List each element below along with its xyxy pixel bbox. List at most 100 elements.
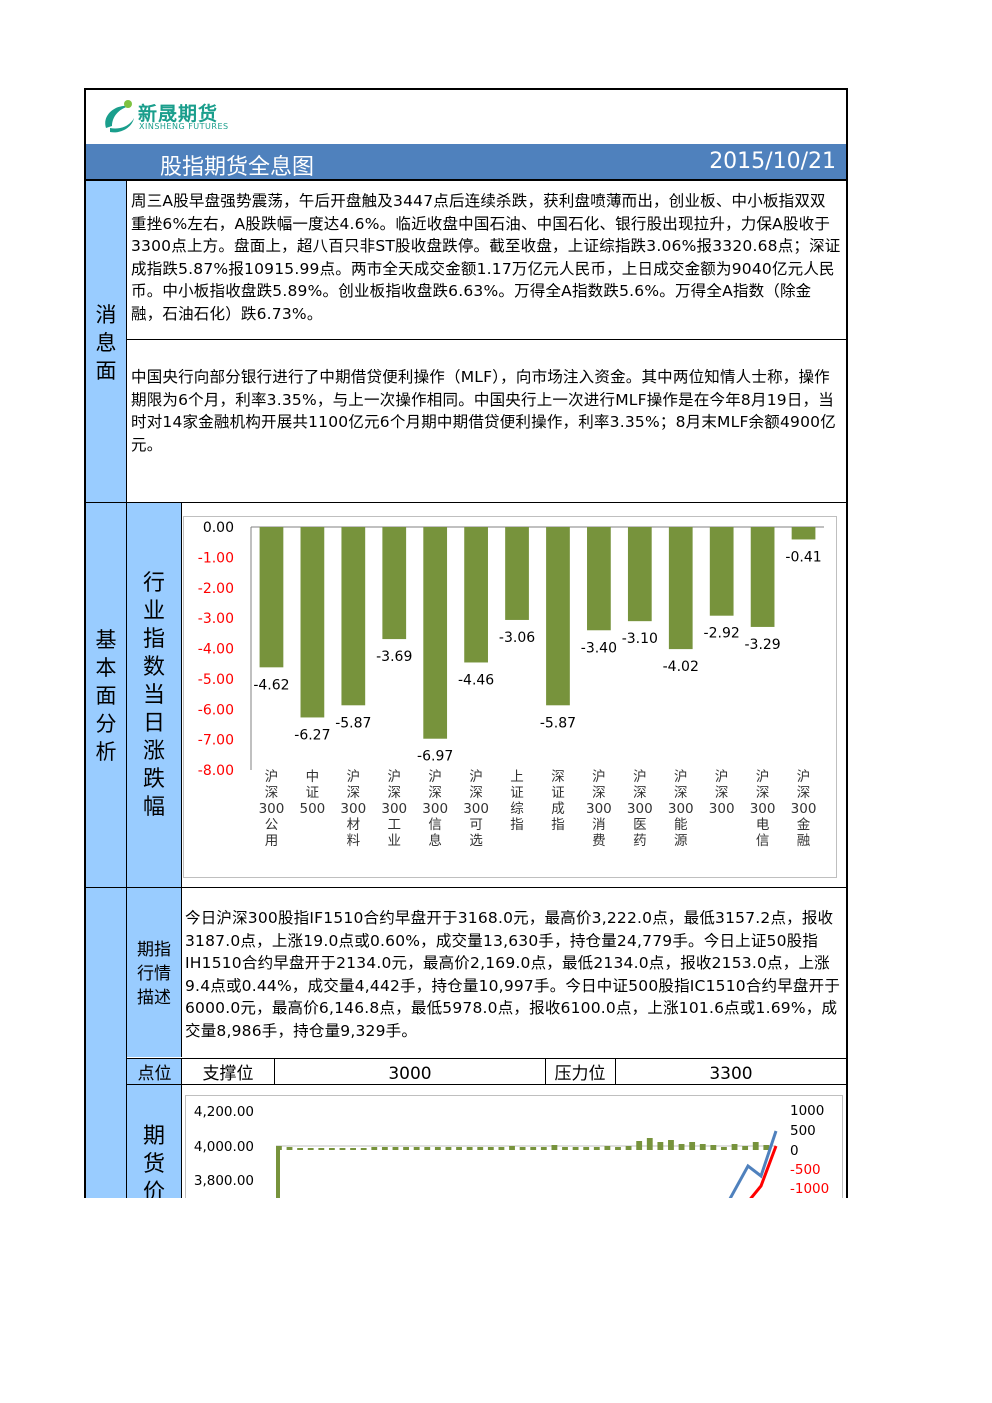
news-section-label: 消息面	[95, 303, 117, 383]
category-label: 成	[551, 801, 565, 817]
y-tick-label: -2.00	[198, 581, 234, 597]
data-label: -3.29	[744, 637, 780, 653]
category-label: 300	[709, 801, 735, 817]
bar	[339, 1148, 346, 1150]
bar	[381, 1147, 388, 1150]
pressure-label: 压力位	[554, 1064, 606, 1084]
category-label: 信	[428, 817, 442, 833]
data-label: -0.41	[785, 549, 821, 565]
category-label: 300	[668, 801, 694, 817]
quote-description: 今日沪深300股指IF1510合约早盘开于3168.0元，最高价3,222.0点…	[185, 909, 841, 1040]
bar	[360, 1148, 367, 1150]
category-label: 300	[791, 801, 817, 817]
bar	[477, 1147, 484, 1150]
category-label: 300	[750, 801, 776, 817]
bar	[403, 1147, 409, 1150]
page-title: 股指期货全息图	[160, 155, 315, 180]
price-label-cell	[127, 1085, 182, 1198]
category-label: 深	[633, 785, 647, 801]
category-label: 深	[756, 785, 770, 801]
category-label: 深	[428, 785, 442, 801]
category-label: 300	[422, 801, 448, 817]
bar	[710, 1145, 717, 1150]
data-label: -3.06	[499, 630, 535, 646]
divider	[545, 1059, 546, 1084]
category-label: 指	[510, 817, 524, 833]
company-logo-icon	[105, 100, 134, 133]
bar	[498, 1147, 505, 1150]
left-y-tick-label: 4,000.00	[194, 1139, 254, 1155]
category-label: 用	[265, 833, 279, 849]
data-label: -6.97	[417, 749, 453, 765]
category-label: 深	[674, 785, 688, 801]
category-label: 沪	[347, 769, 361, 785]
report-sheet: 新晟期货 XINSHENG FUTURES 股指期货全息图 2015/10/21…	[84, 88, 848, 1198]
bar	[721, 1147, 727, 1150]
category-label: 证	[551, 785, 565, 801]
category-label: 沪	[428, 769, 442, 785]
category-label: 深	[797, 785, 811, 801]
category-label: 沪	[388, 769, 402, 785]
category-label: 中	[306, 769, 320, 785]
category-label: 沪	[469, 769, 483, 785]
category-label: 息	[428, 832, 442, 849]
category-label: 深	[469, 785, 483, 801]
category-label: 深	[265, 785, 279, 801]
category-label: 材	[347, 817, 361, 833]
bar	[505, 527, 529, 620]
quote-label: 期指行情描述	[137, 940, 171, 1008]
left-y-tick-label: 3,800.00	[194, 1173, 254, 1189]
category-label: 500	[300, 801, 326, 817]
data-label: -2.92	[704, 626, 740, 642]
bar	[341, 527, 366, 706]
bar	[699, 1144, 706, 1150]
bar	[300, 527, 325, 718]
bar	[668, 527, 693, 650]
right-y-tick-label: 500	[790, 1123, 816, 1139]
bar	[731, 1144, 738, 1150]
category-label: 证	[510, 785, 524, 801]
series-line	[749, 1145, 778, 1198]
report-date: 2015/10/21	[709, 149, 836, 174]
category-label: 源	[674, 833, 688, 849]
y-tick-label: -7.00	[198, 733, 234, 749]
bar	[540, 1147, 547, 1150]
category-label: 选	[469, 833, 483, 849]
bar	[546, 527, 570, 706]
support-value: 3000	[388, 1064, 432, 1084]
bar	[259, 527, 284, 668]
industry-chart-label: 行业指数当日涨跌幅	[142, 571, 165, 820]
bar	[487, 1147, 494, 1150]
category-label: 深	[388, 785, 402, 801]
y-tick-label: -5.00	[198, 672, 234, 688]
category-label: 300	[463, 801, 489, 817]
bar	[678, 1144, 685, 1150]
series-line	[728, 1130, 778, 1198]
category-label: 融	[797, 833, 811, 849]
bar	[791, 527, 816, 540]
bar	[636, 1141, 643, 1150]
bar	[466, 1147, 473, 1150]
divider	[86, 887, 846, 888]
fundamentals-label-cell	[86, 503, 127, 887]
bar	[627, 527, 652, 622]
category-label: 沪	[715, 769, 729, 785]
bar	[709, 527, 734, 616]
bar	[530, 1147, 537, 1150]
logo-chinese-name: 新晟期货	[138, 103, 219, 125]
data-label: -6.27	[294, 727, 330, 743]
data-label: -4.02	[663, 659, 699, 675]
bar	[583, 1147, 590, 1150]
bar	[318, 1148, 325, 1150]
bar	[328, 1148, 335, 1150]
category-label: 300	[627, 801, 653, 817]
y-tick-label: -8.00	[198, 763, 234, 779]
bar	[424, 1147, 431, 1150]
news-section-label-cell	[86, 181, 127, 503]
category-label: 300	[340, 801, 366, 817]
news-paragraph-mlf: 中国央行向部分银行进行了中期借贷便利操作（MLF），向市场注入资金。其中两位知情…	[131, 368, 836, 454]
category-label: 证	[306, 785, 320, 801]
bar	[276, 1146, 282, 1150]
category-label: 沪	[592, 769, 606, 785]
y-tick-label: -4.00	[198, 642, 234, 658]
